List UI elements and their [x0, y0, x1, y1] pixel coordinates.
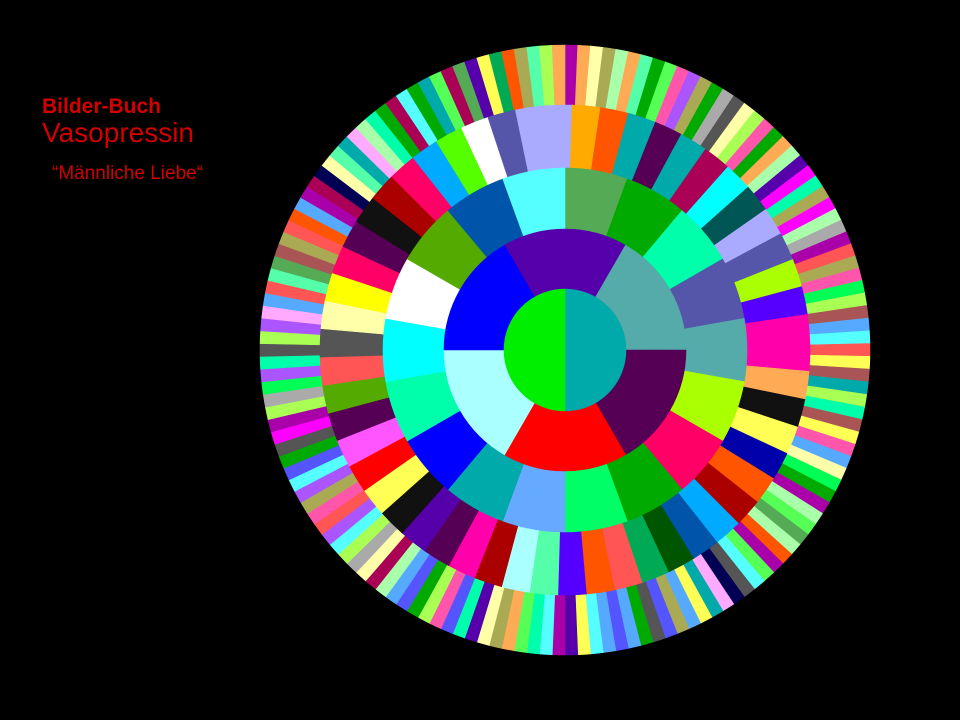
subtitle-maennliche-liebe: “Männliche Liebe“: [52, 163, 204, 184]
ring-3-segment: [683, 318, 748, 382]
title-bilder-buch: Bilder-Buch: [42, 95, 162, 118]
ring-5-segment: [259, 343, 321, 357]
ring-5-segment: [564, 594, 579, 656]
ring-1-segment: [564, 288, 627, 412]
title-vasopressin: Vasopressin: [42, 117, 195, 148]
ring-1-segment: [503, 288, 566, 412]
ring-3-segment: [382, 318, 447, 382]
ring-5-segment: [809, 343, 871, 357]
ring-5-segment: [551, 44, 566, 106]
